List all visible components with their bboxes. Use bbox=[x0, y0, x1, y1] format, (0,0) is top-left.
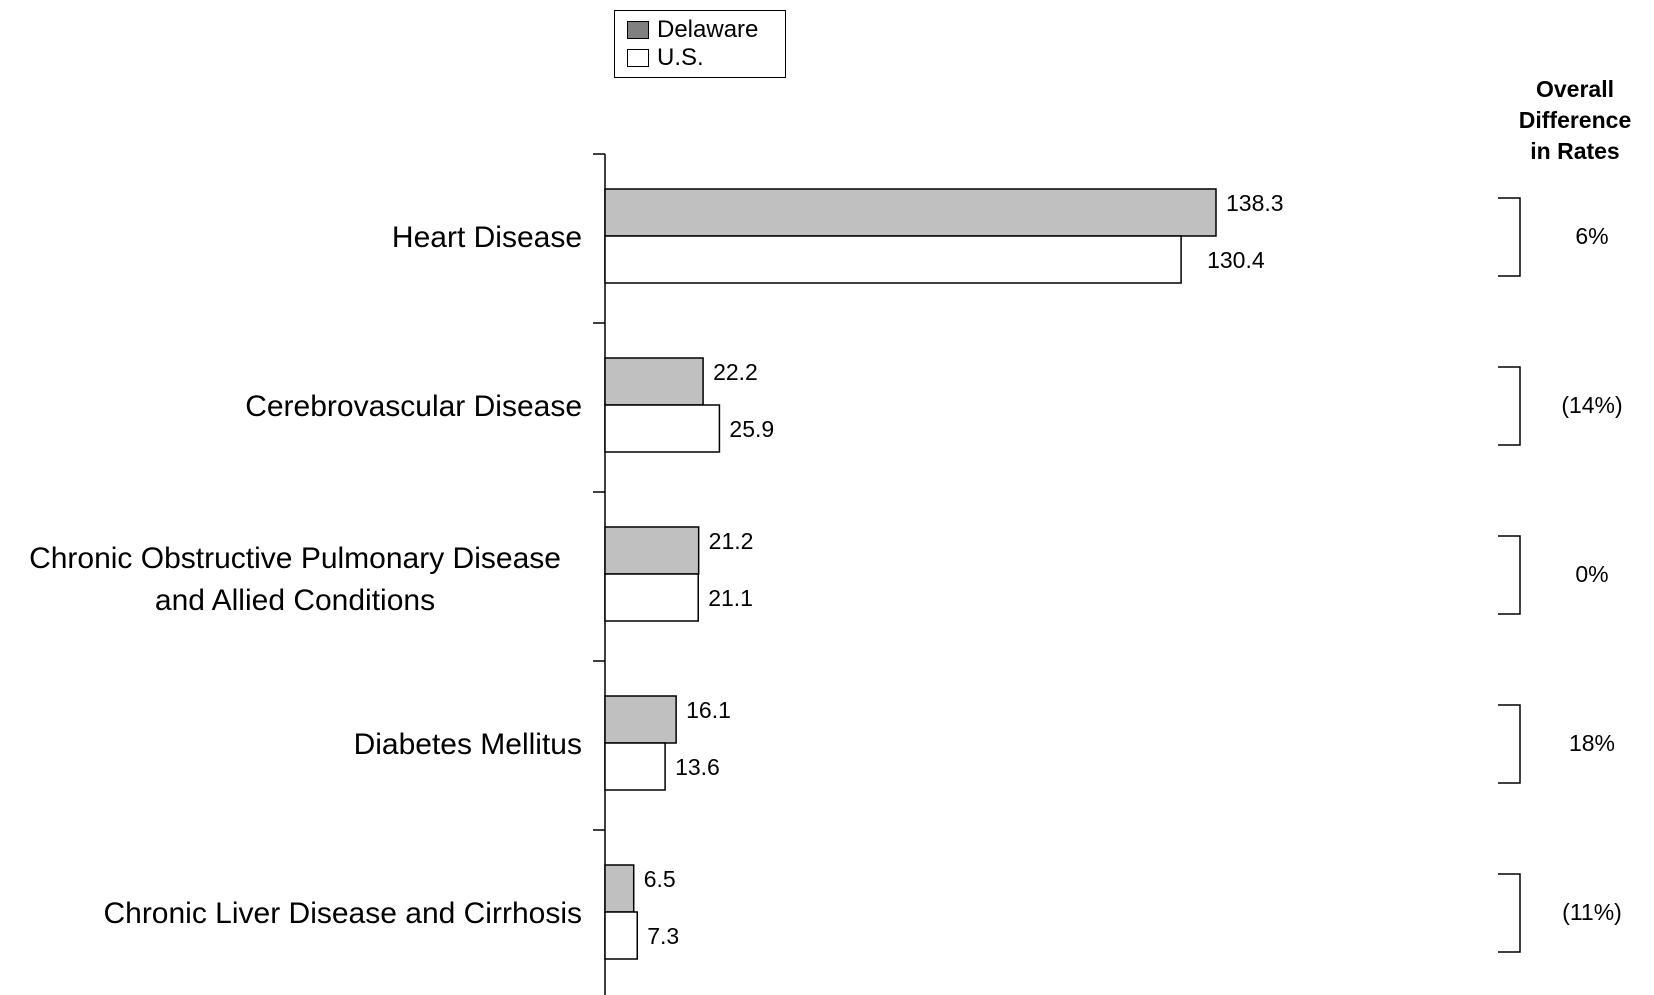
category-label: Chronic Liver Disease and Cirrhosis bbox=[103, 897, 582, 930]
difference-label: (14%) bbox=[1561, 392, 1622, 418]
legend-swatch-us bbox=[627, 49, 649, 67]
bar-us bbox=[604, 235, 1182, 284]
difference-header-line: Overall bbox=[1536, 76, 1614, 102]
category-label: Chronic Obstructive Pulmonary Disease and… bbox=[29, 542, 561, 617]
category-label-line: Chronic Obstructive Pulmonary Disease bbox=[29, 542, 561, 575]
legend-item-delaware: Delaware bbox=[627, 17, 758, 43]
bar-delaware bbox=[604, 357, 704, 406]
category-label: Diabetes Mellitus bbox=[354, 728, 582, 761]
difference-bracket bbox=[1498, 197, 1521, 277]
difference-label: 18% bbox=[1569, 730, 1615, 756]
legend-label-delaware: Delaware bbox=[657, 16, 759, 43]
bar-us bbox=[604, 404, 721, 453]
legend-item-us: U.S. bbox=[627, 45, 704, 71]
category-label-line: and Allied Conditions bbox=[155, 584, 435, 617]
value-label-us: 7.3 bbox=[647, 923, 679, 949]
legend-swatch-delaware bbox=[627, 21, 649, 39]
value-label-delaware: 16.1 bbox=[686, 697, 731, 723]
difference-label: 0% bbox=[1575, 561, 1608, 587]
bar-delaware bbox=[604, 188, 1217, 237]
value-label-us: 25.9 bbox=[729, 416, 774, 442]
difference-bracket bbox=[1498, 366, 1521, 446]
difference-header-line: Difference bbox=[1518, 107, 1632, 133]
difference-bracket bbox=[1498, 873, 1521, 953]
category-label: Heart Disease bbox=[392, 221, 582, 254]
bar-us bbox=[604, 742, 666, 791]
difference-header-line: in Rates bbox=[1530, 138, 1620, 164]
bar-us bbox=[604, 573, 699, 622]
category-label: Cerebrovascular Disease bbox=[245, 390, 582, 423]
difference-bracket bbox=[1498, 535, 1521, 615]
bar-delaware bbox=[604, 864, 635, 913]
legend-label-us: U.S. bbox=[657, 44, 704, 71]
difference-label: (11%) bbox=[1562, 899, 1622, 925]
bar-delaware bbox=[604, 526, 700, 575]
value-label-delaware: 22.2 bbox=[713, 359, 758, 385]
bar-delaware bbox=[604, 695, 677, 744]
value-label-us: 13.6 bbox=[675, 754, 720, 780]
value-label-us: 130.4 bbox=[1207, 247, 1265, 273]
difference-label: 6% bbox=[1575, 223, 1608, 249]
difference-header: Overall Difference in Rates bbox=[1500, 74, 1650, 167]
legend: Delaware U.S. bbox=[614, 10, 786, 78]
bar-us bbox=[604, 911, 639, 960]
value-label-delaware: 138.3 bbox=[1226, 190, 1284, 216]
difference-bracket bbox=[1498, 704, 1521, 784]
value-label-us: 21.1 bbox=[708, 585, 753, 611]
value-label-delaware: 21.2 bbox=[709, 528, 754, 554]
value-label-delaware: 6.5 bbox=[644, 866, 676, 892]
